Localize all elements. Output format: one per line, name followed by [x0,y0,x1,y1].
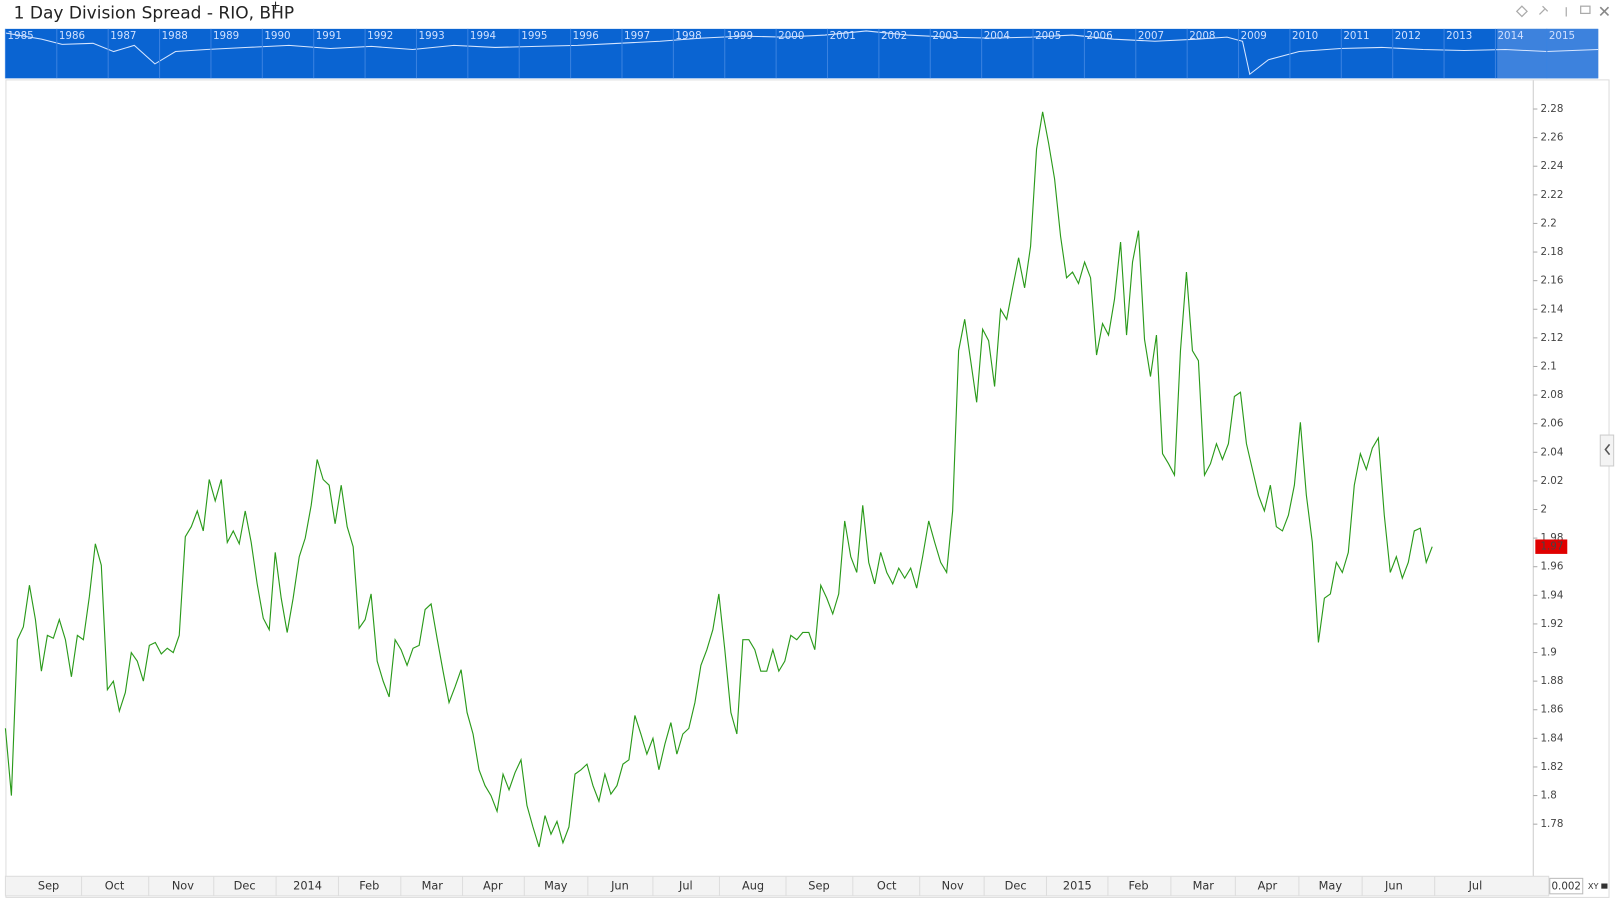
navigator-year: 1991 [316,30,342,42]
x-tick-label: Oct [105,879,125,893]
navigator-year: 1997 [624,30,650,42]
x-tick-label: May [544,879,568,893]
navigator-year: 2000 [778,30,804,42]
y-tick-label: 2.16 [1540,275,1563,287]
x-tick-label: Jun [610,879,629,893]
navigator-year: 1994 [470,30,496,42]
navigator-year: 2004 [984,30,1010,42]
navigator-year: 2006 [1086,30,1112,42]
collapse-arrow [1604,443,1611,456]
x-tick-label: Apr [483,879,503,893]
window-icons[interactable] [1515,5,1610,18]
navigator-year: 2011 [1343,30,1369,42]
y-tick-label: 1.82 [1540,761,1563,773]
y-tick-label: 2.28 [1540,103,1563,115]
navigator-year: 2014 [1498,30,1524,42]
title-mark: + [270,0,280,13]
x-tick-label: Sep [808,879,829,893]
x-tick-label: 2015 [1063,879,1092,893]
y-tick-label: 2.24 [1540,160,1563,172]
y-tick-label: 1.78 [1540,818,1563,830]
navigator-year: 2003 [932,30,958,42]
last-value-box [1535,539,1568,554]
navigator-year: 1990 [264,30,290,42]
navigator-year: 2007 [1138,30,1164,42]
x-tick-label: Nov [172,879,194,893]
y-tick-label: 2.08 [1540,389,1563,401]
y-tick-label: 2.12 [1540,332,1563,344]
navigator[interactable] [5,28,1599,79]
y-tick-label: 1.8 [1540,790,1556,802]
x-tick-label: May [1319,879,1343,893]
navigator-year: 1993 [419,30,445,42]
y-tick-label: 2.2 [1540,217,1556,229]
y-tick-label: 2.14 [1540,303,1563,315]
y-tick-label: 1.94 [1540,589,1563,601]
navigator-year: 2013 [1446,30,1472,42]
x-tick-label: Feb [1128,879,1148,893]
navigator-year: 2012 [1395,30,1421,42]
mode-label[interactable]: XY [1588,881,1600,891]
x-tick-label: Jun [1384,879,1403,893]
y-tick-label: 2.02 [1540,475,1563,487]
y-tick-label: 1.96 [1540,561,1563,573]
last-value-label: 1.97 [1540,541,1563,553]
y-tick-label: 2.26 [1540,132,1563,144]
x-tick-label: Feb [359,879,379,893]
x-tick-label: Mar [1193,879,1215,893]
navigator-year: 2005 [1035,30,1061,42]
y-tick-label: 2.04 [1540,446,1563,458]
navigator-line [5,30,1599,76]
lock-icon[interactable] [1601,883,1608,889]
y-tick-label: 2 [1540,504,1547,516]
x-tick-label: Dec [1005,879,1027,893]
y-tick-label: 2.22 [1540,189,1563,201]
chart-frame [5,79,1610,898]
x-tick-label: Oct [877,879,897,893]
chart-title: 1 Day Division Spread - RIO, BHP [14,3,294,23]
navigator-year: 1999 [727,30,753,42]
navigator-year: 2001 [830,30,856,42]
y-tick-label: 1.84 [1540,732,1563,744]
x-axis-bar [4,875,1550,897]
navigator-year: 1995 [521,30,547,42]
y-tick-label: 1.86 [1540,704,1563,716]
y-tick-label: 1.88 [1540,675,1563,687]
step-input[interactable] [1549,877,1584,895]
navigator-year: 2008 [1189,30,1215,42]
y-tick-label: 2.1 [1540,360,1556,372]
x-tick-label: Jul [1468,879,1483,893]
navigator-year: 1986 [59,30,85,42]
y-tick-label: 2.06 [1540,418,1563,430]
x-tick-label: Dec [234,879,256,893]
navigator-year: 1987 [110,30,136,42]
x-tick-label: 2014 [293,879,322,893]
series-line [4,111,1433,848]
navigator-year: 2010 [1292,30,1318,42]
x-tick-label: Mar [422,879,444,893]
navigator-window[interactable] [1497,28,1599,79]
navigator-year: 1996 [573,30,599,42]
navigator-year: 2009 [1241,30,1267,42]
x-tick-label: Sep [38,879,59,893]
navigator-year: 1988 [162,30,188,42]
navigator-year: 2015 [1549,30,1575,42]
y-tick-label: 2.18 [1540,246,1563,258]
x-tick-label: Apr [1258,879,1278,893]
navigator-year: 1989 [213,30,239,42]
navigator-year: 1985 [7,30,33,42]
navigator-year: 1992 [367,30,393,42]
y-tick-label: 1.9 [1540,647,1556,659]
x-tick-label: Jul [678,879,693,893]
navigator-year: 1998 [675,30,701,42]
x-tick-label: Nov [942,879,964,893]
x-tick-label: Aug [742,879,764,893]
step-value: 0.002 [1552,881,1581,893]
y-tick-label: 1.92 [1540,618,1563,630]
navigator-year: 2002 [881,30,907,42]
